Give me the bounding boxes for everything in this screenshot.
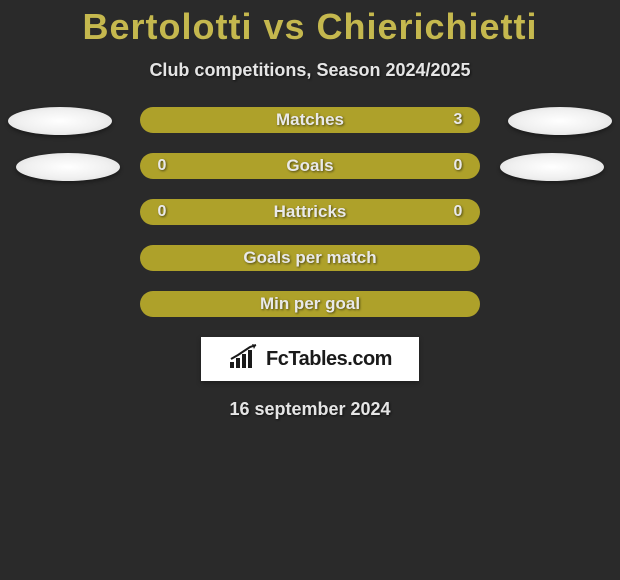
brand-badge: FcTables.com xyxy=(201,337,419,381)
page-subtitle: Club competitions, Season 2024/2025 xyxy=(0,60,620,81)
comparison-panel: Matches 3 0 Goals 0 0 Hattricks 0 Goals … xyxy=(0,107,620,420)
stat-row-goals-per-match: Goals per match xyxy=(140,245,480,271)
stat-row-min-per-goal: Min per goal xyxy=(140,291,480,317)
stat-bars: Matches 3 0 Goals 0 0 Hattricks 0 Goals … xyxy=(140,107,480,317)
stat-label: Goals per match xyxy=(243,248,376,268)
stat-right-value: 0 xyxy=(448,157,468,175)
player-left-avatar-placeholder xyxy=(8,107,112,135)
stat-right-value: 3 xyxy=(448,111,468,129)
stat-left-value: 0 xyxy=(152,157,172,175)
chart-icon xyxy=(228,344,260,375)
player-right-team-placeholder xyxy=(500,153,604,181)
stat-row-goals: 0 Goals 0 xyxy=(140,153,480,179)
stat-label: Matches xyxy=(276,110,344,130)
player-right-avatar-placeholder xyxy=(508,107,612,135)
stat-label: Hattricks xyxy=(274,202,347,222)
brand-text: FcTables.com xyxy=(266,348,392,371)
date-label: 16 september 2024 xyxy=(0,399,620,420)
stat-row-matches: Matches 3 xyxy=(140,107,480,133)
stat-right-value: 0 xyxy=(448,203,468,221)
page-title: Bertolotti vs Chierichietti xyxy=(0,0,620,48)
stat-left-value: 0 xyxy=(152,203,172,221)
stat-label: Min per goal xyxy=(260,294,360,314)
stat-row-hattricks: 0 Hattricks 0 xyxy=(140,199,480,225)
stat-label: Goals xyxy=(286,156,333,176)
player-left-team-placeholder xyxy=(16,153,120,181)
